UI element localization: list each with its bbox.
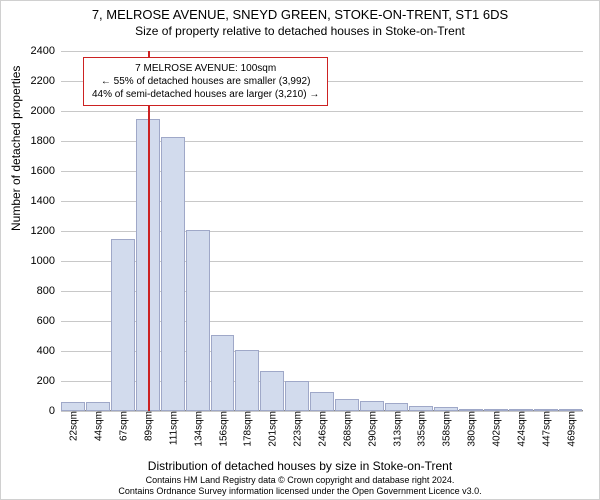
y-tick-label: 2000 (15, 105, 61, 117)
y-tick-label: 1400 (15, 195, 61, 207)
title-block: 7, MELROSE AVENUE, SNEYD GREEN, STOKE-ON… (1, 1, 599, 38)
x-tick-label: 335sqm (415, 411, 428, 447)
y-tick-label: 1800 (15, 135, 61, 147)
footer-line-2: Contains Ordnance Survey information lic… (1, 486, 599, 497)
x-tick-label: 424sqm (514, 411, 527, 447)
histogram-bar (235, 350, 259, 412)
x-tick-label: 358sqm (440, 411, 453, 447)
y-tick-label: 2400 (15, 45, 61, 57)
y-tick-label: 400 (15, 345, 61, 357)
y-tick-label: 1000 (15, 255, 61, 267)
y-tick-label: 600 (15, 315, 61, 327)
x-tick-label: 44sqm (92, 411, 105, 441)
x-tick-label: 290sqm (365, 411, 378, 447)
y-tick-label: 1200 (15, 225, 61, 237)
histogram-bar (335, 399, 359, 411)
x-tick-label: 178sqm (241, 411, 254, 447)
annotation-line: 7 MELROSE AVENUE: 100sqm (92, 62, 319, 75)
histogram-bar (260, 371, 284, 412)
x-tick-label: 201sqm (266, 411, 279, 447)
histogram-bar (186, 230, 210, 412)
chart-footer: Contains HM Land Registry data © Crown c… (1, 475, 599, 497)
histogram-bar (61, 402, 85, 411)
chart-container: 7, MELROSE AVENUE, SNEYD GREEN, STOKE-ON… (0, 0, 600, 500)
x-tick-label: 156sqm (216, 411, 229, 447)
x-tick-label: 111sqm (166, 411, 179, 445)
chart-title: 7, MELROSE AVENUE, SNEYD GREEN, STOKE-ON… (1, 7, 599, 22)
annotation-line: ← 55% of detached houses are smaller (3,… (92, 75, 319, 88)
x-tick-label: 246sqm (316, 411, 329, 447)
gridline (61, 111, 583, 112)
y-tick-label: 1600 (15, 165, 61, 177)
x-tick-label: 268sqm (340, 411, 353, 447)
y-tick-label: 800 (15, 285, 61, 297)
gridline (61, 51, 583, 52)
x-tick-label: 402sqm (490, 411, 503, 447)
annotation-box: 7 MELROSE AVENUE: 100sqm← 55% of detache… (83, 57, 328, 106)
annotation-line: 44% of semi-detached houses are larger (… (92, 88, 319, 101)
histogram-bar (310, 392, 334, 412)
histogram-bar (86, 402, 110, 411)
chart-subtitle: Size of property relative to detached ho… (1, 24, 599, 38)
histogram-bar (211, 335, 235, 412)
x-tick-label: 134sqm (191, 411, 204, 447)
y-tick-label: 200 (15, 375, 61, 387)
histogram-bar (111, 239, 135, 412)
x-tick-label: 313sqm (390, 411, 403, 447)
histogram-bar (360, 401, 384, 412)
histogram-bar (385, 403, 409, 411)
footer-line-1: Contains HM Land Registry data © Crown c… (1, 475, 599, 486)
y-tick-label: 0 (15, 405, 61, 417)
x-tick-label: 447sqm (539, 411, 552, 447)
x-tick-label: 380sqm (465, 411, 478, 447)
histogram-bar (285, 381, 309, 411)
histogram-bar (161, 137, 185, 412)
x-axis-title: Distribution of detached houses by size … (1, 459, 599, 473)
x-tick-label: 469sqm (564, 411, 577, 447)
x-tick-label: 89sqm (142, 411, 155, 441)
x-tick-label: 223sqm (291, 411, 304, 447)
y-tick-label: 2200 (15, 75, 61, 87)
plot-area: 0200400600800100012001400160018002000220… (61, 51, 583, 411)
x-tick-label: 22sqm (67, 411, 80, 441)
x-tick-label: 67sqm (117, 411, 130, 441)
